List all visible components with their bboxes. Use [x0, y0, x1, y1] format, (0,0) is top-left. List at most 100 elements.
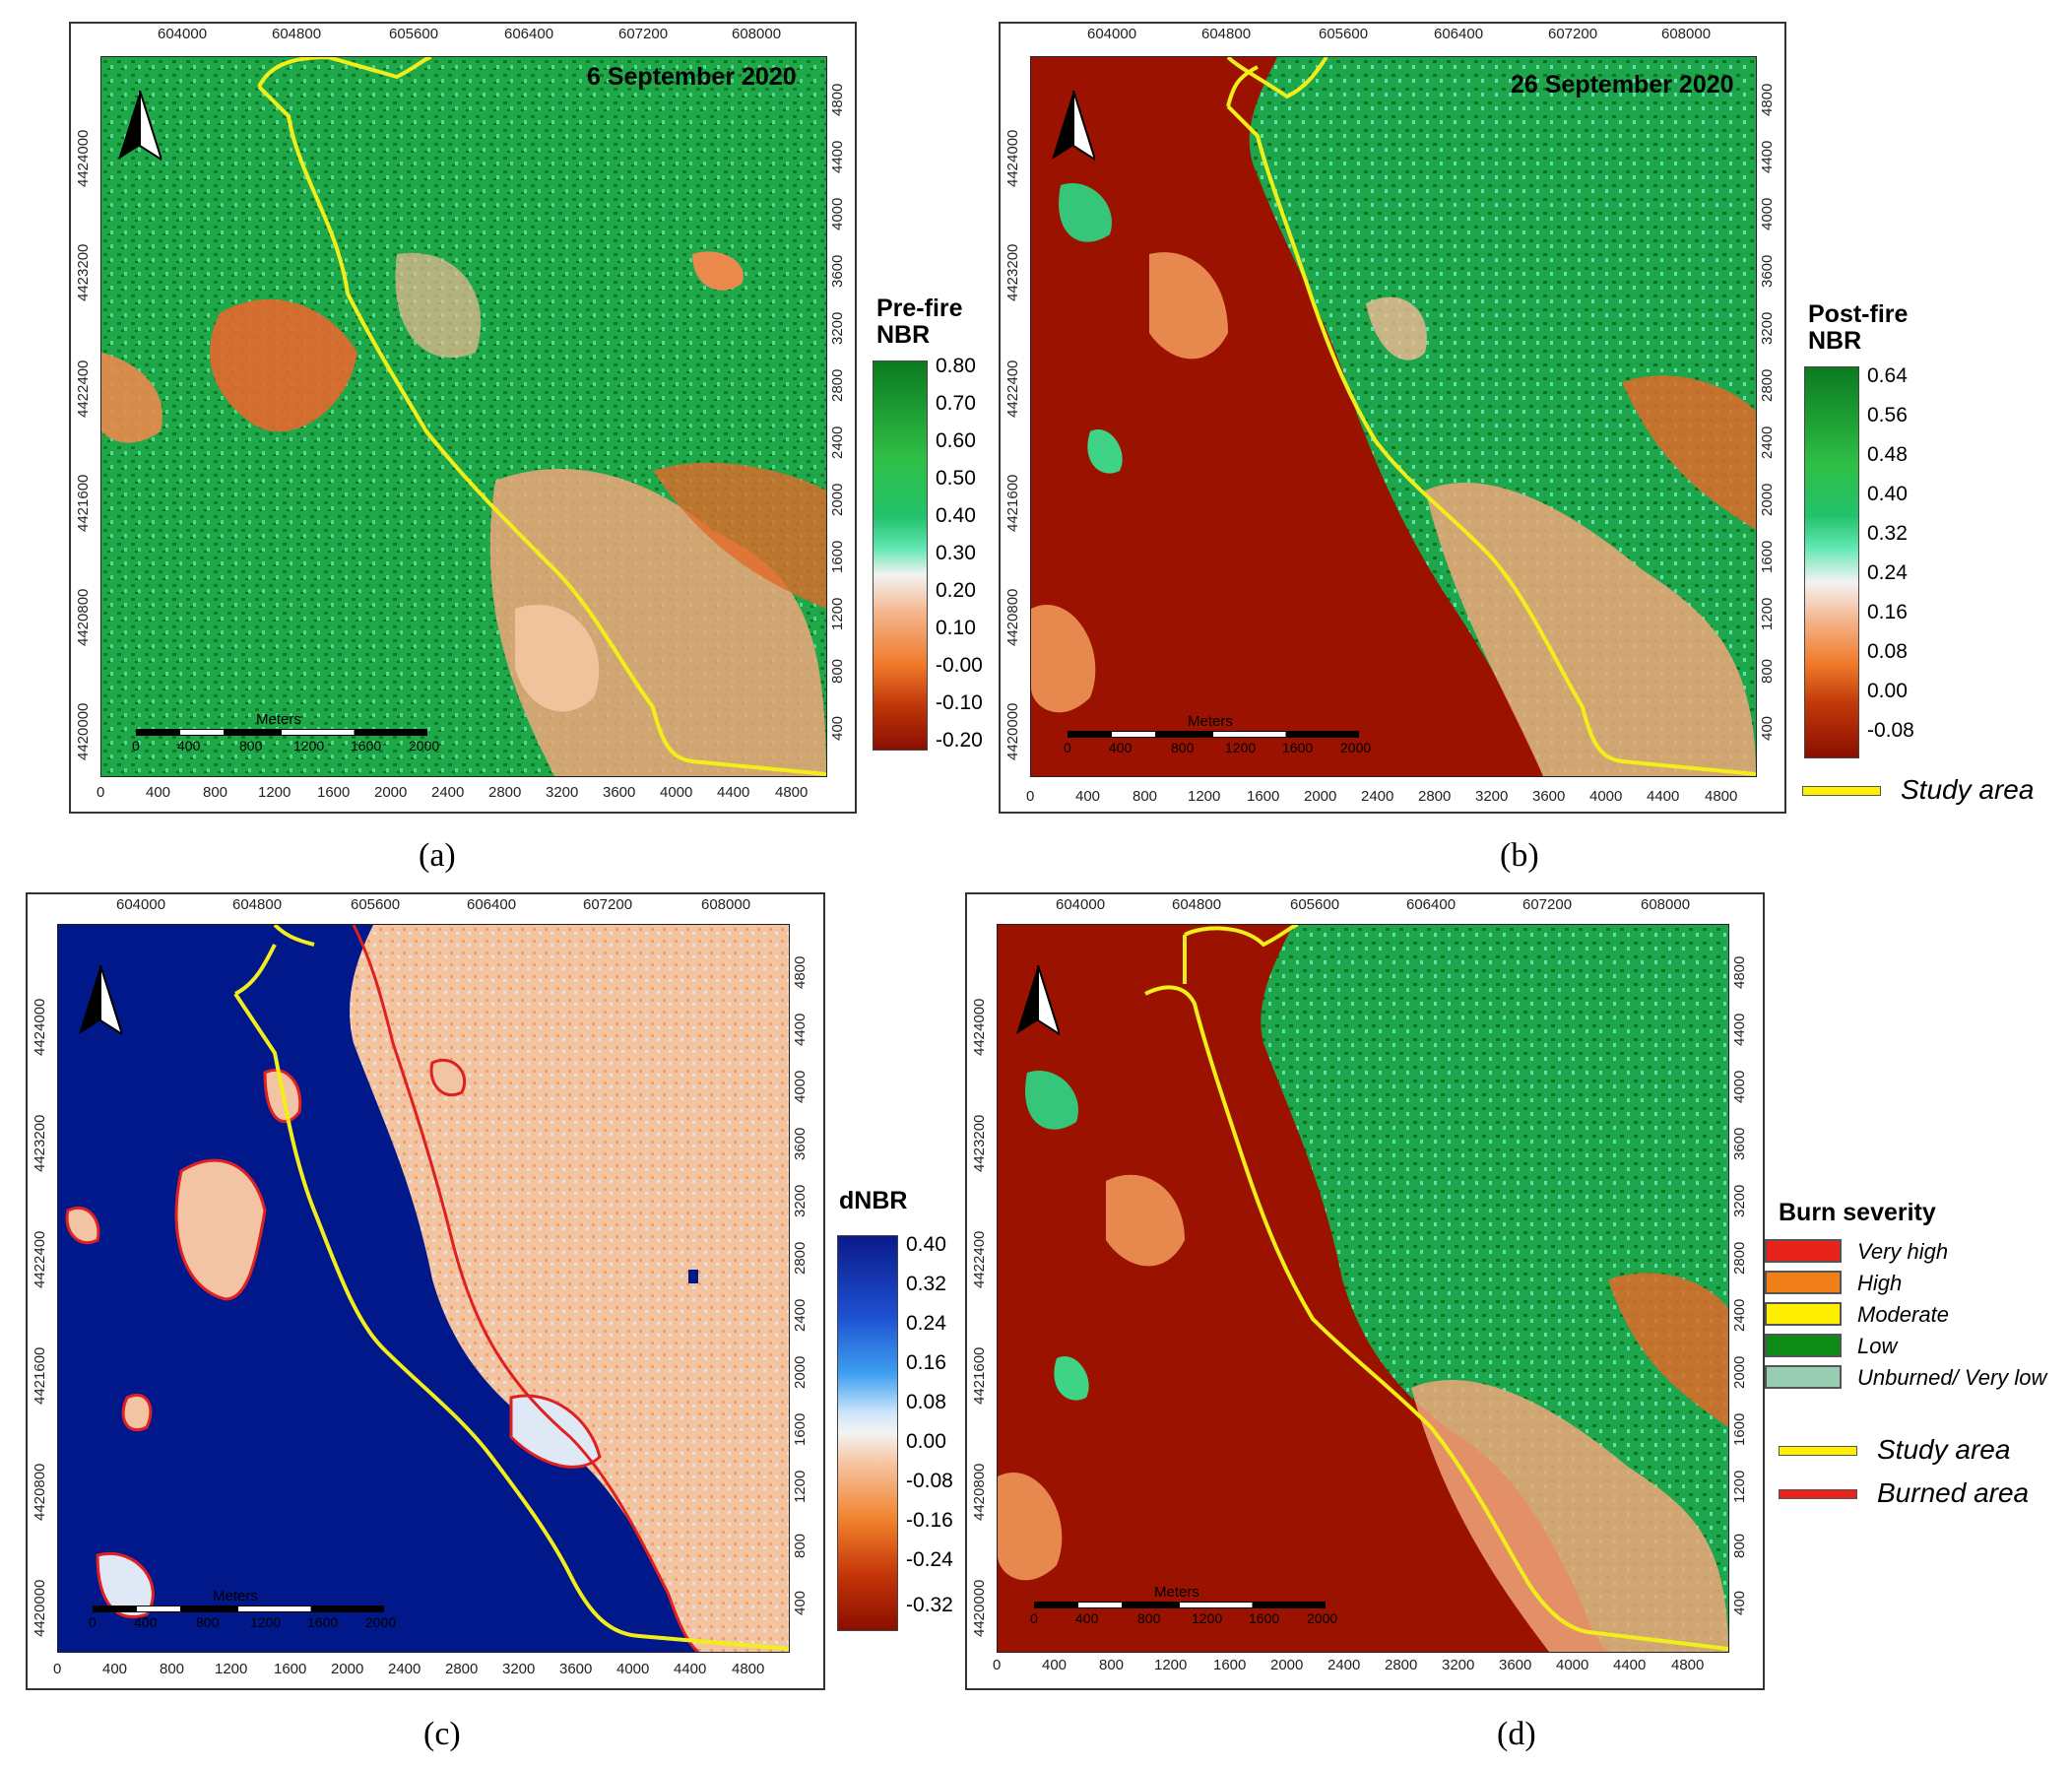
tick-label: 4421600 — [75, 474, 92, 532]
scalebar-label: 800 — [1171, 740, 1195, 755]
study-area-line-c — [233, 925, 789, 1651]
tick-label: 3600 — [1731, 1127, 1748, 1160]
tick-label: 1200 — [1759, 597, 1776, 630]
tick-label: 3200 — [1475, 788, 1509, 805]
panel-d-scalebar: Meters 0 400 800 1200 1600 2000 — [1030, 1584, 1337, 1626]
tick-label: 2800 — [488, 784, 522, 801]
panel-a-raster — [101, 57, 826, 776]
tick-label: 2800 — [1385, 1657, 1418, 1673]
scalebar-title: Meters — [1154, 1584, 1199, 1601]
tick-label: 4800 — [829, 83, 846, 116]
tick-label: 400 — [1731, 1590, 1748, 1615]
tick-label: 3200 — [1442, 1657, 1475, 1673]
tick-label: 3200 — [546, 784, 579, 801]
ramp-label: 0.00 — [1867, 680, 1908, 702]
tick-label: 4423200 — [971, 1114, 988, 1172]
tick-label: 3200 — [792, 1184, 809, 1217]
tick-label: 3200 — [1759, 311, 1776, 345]
tick-label: 400 — [829, 715, 846, 741]
ramp-label: 0.48 — [1867, 443, 1908, 466]
tick-label: 4422400 — [32, 1230, 48, 1288]
scalebar-label: 1200 — [1225, 740, 1257, 755]
scalebar-label: 1600 — [1249, 1610, 1280, 1626]
panel-c-scalebar: Meters 0 400 800 1200 1600 2000 — [89, 1588, 396, 1630]
tick-label: 604800 — [272, 26, 322, 42]
ramp-label: -0.20 — [936, 729, 983, 752]
tick-label: 2000 — [1759, 483, 1776, 516]
tick-label: 2800 — [792, 1241, 809, 1275]
scalebar-title: Meters — [1188, 713, 1233, 730]
tick-label: 1600 — [829, 540, 846, 573]
scalebar-title: Meters — [213, 1588, 258, 1605]
ramp-label: 0.20 — [936, 579, 976, 602]
tick-label: 2000 — [374, 784, 408, 801]
study-area-swatch — [1802, 786, 1881, 796]
tick-label: 2800 — [1759, 368, 1776, 402]
scalebar-label: 1600 — [1282, 740, 1314, 755]
tick-label: 604800 — [232, 896, 283, 913]
tick-label: 4422400 — [1004, 360, 1021, 418]
tick-label: 4000 — [792, 1070, 809, 1103]
scalebar-label: 0 — [1064, 740, 1071, 755]
ramp-label: -0.08 — [906, 1470, 953, 1492]
ramp-label: -0.00 — [936, 654, 983, 677]
tick-label: 4400 — [1759, 140, 1776, 173]
ramp-label: 0.32 — [1867, 522, 1908, 545]
scalebar-label: 1200 — [1192, 1610, 1223, 1626]
tick-label: 606400 — [1406, 896, 1457, 913]
tick-label: 4800 — [1759, 83, 1776, 116]
scalebar-label: 400 — [1109, 740, 1133, 755]
tick-label: 604000 — [1056, 896, 1106, 913]
tick-label: 607200 — [618, 26, 669, 42]
tick-label: 2800 — [445, 1661, 479, 1677]
tick-label: 4000 — [1589, 788, 1623, 805]
tick-label: 1600 — [792, 1412, 809, 1446]
panel-b-caption: (b) — [1500, 837, 1539, 874]
tick-label: 4400 — [717, 784, 750, 801]
scalebar-bar — [1034, 1602, 1326, 1608]
tick-label: 400 — [146, 784, 171, 801]
tick-label: 4420000 — [971, 1579, 988, 1637]
severity-swatch-low — [1765, 1334, 1842, 1357]
tick-label: 2000 — [331, 1661, 364, 1677]
tick-label: 4400 — [792, 1013, 809, 1046]
tick-label: 4420000 — [75, 702, 92, 760]
tick-label: 800 — [203, 784, 228, 801]
tick-label: 3200 — [502, 1661, 536, 1677]
tick-label: 4800 — [732, 1661, 765, 1677]
ramp-label: 0.50 — [936, 467, 976, 490]
tick-label: 4000 — [829, 197, 846, 230]
tick-label: 4420000 — [1004, 702, 1021, 760]
panel-d-map — [997, 924, 1729, 1653]
tick-label: 4800 — [1705, 788, 1738, 805]
study-area-line-b — [1226, 57, 1756, 776]
tick-label: 1200 — [215, 1661, 248, 1677]
scalebar-label: 1600 — [307, 1614, 339, 1630]
ramp-label: 0.24 — [1867, 561, 1908, 584]
panel-a-map — [100, 56, 827, 777]
tick-label: 604800 — [1201, 26, 1252, 42]
tick-label: 400 — [1042, 1657, 1068, 1673]
tick-label: 0 — [1026, 788, 1035, 805]
tick-label: 2400 — [1731, 1298, 1748, 1332]
burned-area-label: Burned area — [1877, 1477, 2030, 1508]
scalebar-bar — [1068, 731, 1359, 738]
panel-a-caption: (a) — [419, 837, 456, 874]
scalebar-label: 1200 — [250, 1614, 282, 1630]
severity-label-high: High — [1857, 1271, 1903, 1295]
ramp-label: 0.16 — [906, 1351, 946, 1374]
tick-label: 4420000 — [32, 1579, 48, 1637]
tick-label: 605600 — [389, 26, 439, 42]
panel-c-raster — [58, 925, 789, 1652]
scalebar-label: 800 — [196, 1614, 220, 1630]
tick-label: 608000 — [1661, 26, 1712, 42]
study-area-label: Study area — [1901, 774, 2035, 805]
tick-label: 4420800 — [75, 588, 92, 646]
scalebar-label: 2000 — [1340, 740, 1372, 755]
scalebar-label: 0 — [132, 738, 140, 753]
tick-label: 607200 — [583, 896, 633, 913]
tick-label: 1200 — [792, 1470, 809, 1503]
severity-swatch-moderate — [1765, 1302, 1842, 1326]
tick-label: 3200 — [829, 311, 846, 345]
tick-label: 4422400 — [971, 1230, 988, 1288]
